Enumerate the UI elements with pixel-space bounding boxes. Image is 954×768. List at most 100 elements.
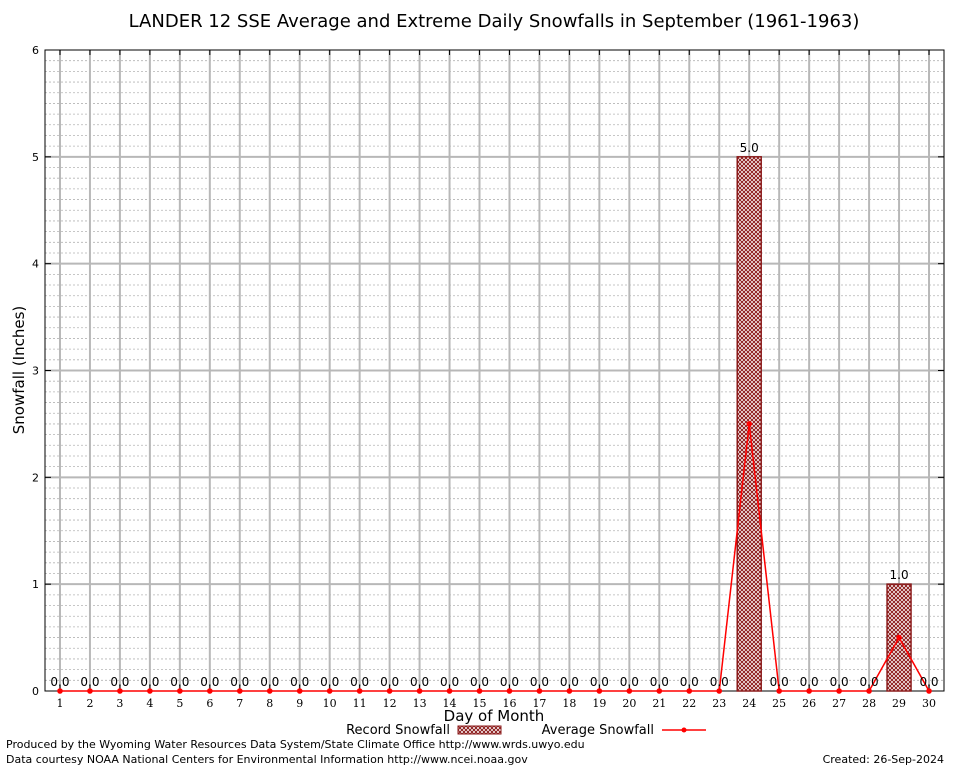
x-tick-label: 5 — [176, 697, 183, 710]
x-axis-label: Day of Month — [444, 707, 545, 725]
record-value-label: 0.0 — [620, 675, 639, 689]
x-tick-label: 25 — [772, 697, 786, 710]
average-point — [626, 688, 633, 694]
record-value-label: 0.0 — [260, 675, 279, 689]
record-value-label: 0.0 — [290, 675, 309, 689]
record-value-labels: 0.0 0.0 0.0 0.0 0.0 0.0 0.0 0.0 0.0 0.0 0.0 0.0 0.0 0… — [50, 141, 938, 689]
legend-average-label: Average Snowfall — [542, 723, 654, 738]
record-value-label: 0.0 — [680, 675, 699, 689]
record-value-label: 0.0 — [110, 675, 129, 689]
average-point — [446, 688, 453, 694]
record-value-label: 0.0 — [500, 675, 519, 689]
average-point — [117, 688, 123, 694]
y-tick-label: 5 — [32, 151, 39, 164]
record-value-label: 0.0 — [230, 675, 249, 689]
average-point — [806, 688, 812, 694]
x-tick-label: 21 — [652, 697, 666, 710]
average-point — [836, 688, 842, 694]
x-tick-label: 19 — [592, 697, 606, 710]
x-tick-label: 17 — [532, 697, 546, 710]
x-tick-label: 13 — [413, 697, 427, 710]
record-value-label: 0.0 — [919, 675, 938, 689]
x-tick-label: 29 — [892, 697, 906, 710]
x-tick-label: 7 — [236, 697, 243, 710]
record-value-label: 0.0 — [710, 675, 729, 689]
x-tick-label: 14 — [443, 697, 457, 710]
record-value-label: 0.0 — [320, 675, 339, 689]
record-value-label: 0.0 — [650, 675, 669, 689]
record-value-label: 0.0 — [440, 675, 459, 689]
footer-created: Created: 26-Sep-2024 — [823, 753, 944, 766]
average-point — [926, 688, 932, 694]
average-point — [746, 421, 753, 427]
chart-title: LANDER 12 SSE Average and Extreme Daily … — [129, 11, 860, 32]
record-value-label: 0.0 — [380, 675, 399, 689]
y-tick-label: 4 — [32, 258, 39, 271]
legend-record-label: Record Snowfall — [346, 723, 450, 738]
grid-lines — [45, 50, 944, 691]
average-snowfall-line — [59, 423, 930, 692]
average-point — [776, 688, 782, 694]
legend-average-marker — [681, 727, 687, 733]
x-tick-label: 6 — [206, 697, 213, 710]
average-point — [356, 688, 363, 694]
average-point — [536, 688, 543, 694]
record-value-label: 0.0 — [170, 675, 189, 689]
record-bars — [736, 156, 912, 692]
average-point — [386, 688, 393, 694]
x-tick-label: 12 — [383, 697, 397, 710]
record-value-label: 5.0 — [740, 141, 759, 155]
y-tick-label: 0 — [32, 685, 39, 698]
average-point — [566, 688, 573, 694]
x-tick-label: 10 — [323, 697, 337, 710]
average-point — [296, 688, 303, 694]
x-tick-label: 4 — [146, 697, 153, 710]
record-value-label: 0.0 — [200, 675, 219, 689]
average-line — [57, 421, 932, 694]
x-tick-label: 16 — [502, 697, 516, 710]
x-tick-label: 27 — [832, 697, 846, 710]
x-tick-label: 23 — [712, 697, 726, 710]
average-point — [266, 688, 273, 694]
x-tick-label: 30 — [922, 697, 936, 710]
x-tick-label: 28 — [862, 697, 876, 710]
average-point — [236, 688, 243, 694]
x-tick-label: 2 — [86, 697, 93, 710]
y-tick-label: 3 — [32, 365, 39, 378]
average-point — [656, 688, 663, 694]
x-tick-label: 18 — [562, 697, 576, 710]
y-tick-label: 1 — [32, 578, 39, 591]
record-value-label: 0.0 — [830, 675, 849, 689]
average-point — [416, 688, 423, 694]
average-point — [716, 688, 723, 694]
x-tick-label: 11 — [353, 697, 367, 710]
x-tick-label: 22 — [682, 697, 696, 710]
record-value-label: 0.0 — [410, 675, 429, 689]
record-value-label: 0.0 — [50, 675, 69, 689]
average-point — [686, 688, 693, 694]
y-axis-ticks: 0 1 2 3 4 5 6 — [32, 44, 944, 698]
record-value-label: 0.0 — [530, 675, 549, 689]
average-point — [476, 688, 483, 694]
legend-record-swatch — [457, 725, 502, 735]
average-point — [87, 688, 93, 694]
average-point — [147, 688, 153, 694]
x-tick-label: 24 — [742, 697, 756, 710]
y-tick-label: 6 — [32, 44, 39, 57]
average-point — [57, 688, 63, 694]
record-value-label: 0.0 — [770, 675, 789, 689]
record-value-label: 0.0 — [350, 675, 369, 689]
x-tick-label: 20 — [622, 697, 636, 710]
average-point — [896, 634, 902, 641]
record-value-label: 0.0 — [470, 675, 489, 689]
footer-data-courtesy: Data courtesy NOAA National Centers for … — [6, 753, 528, 766]
x-tick-label: 26 — [802, 697, 816, 710]
record-value-label: 0.0 — [560, 675, 579, 689]
average-point — [177, 688, 183, 694]
x-tick-label: 3 — [116, 697, 123, 710]
average-point — [326, 688, 333, 694]
x-tick-label: 9 — [296, 697, 303, 710]
record-value-label: 0.0 — [860, 675, 879, 689]
record-value-label: 0.0 — [800, 675, 819, 689]
record-value-label: 1.0 — [890, 568, 909, 582]
